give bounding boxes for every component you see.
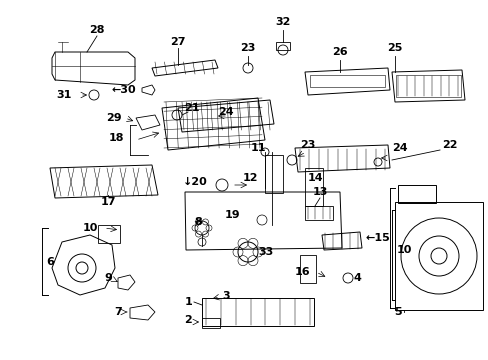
Text: 28: 28 [89, 25, 104, 35]
Text: 24: 24 [218, 107, 233, 117]
Text: ↓20: ↓20 [183, 177, 207, 187]
Bar [202, 298, 313, 326]
Text: 25: 25 [386, 43, 402, 53]
Text: 7: 7 [114, 307, 122, 317]
Text: 11: 11 [250, 143, 265, 153]
Text: 3: 3 [222, 291, 229, 301]
Text: 19: 19 [224, 210, 239, 220]
Text: 32: 32 [275, 17, 290, 27]
Text: 14: 14 [307, 173, 323, 183]
Text: 16: 16 [294, 267, 309, 277]
Text: 10: 10 [395, 245, 411, 255]
Text: 18: 18 [108, 133, 123, 143]
Text: 29: 29 [106, 113, 122, 123]
Bar [98, 225, 120, 243]
Text: 21: 21 [183, 103, 199, 113]
Text: 23: 23 [240, 43, 255, 53]
Text: 31: 31 [56, 90, 72, 100]
Text: 33: 33 [258, 247, 273, 257]
Text: 2: 2 [184, 315, 192, 325]
Bar [305, 168, 323, 206]
Text: 23: 23 [300, 140, 315, 150]
Text: 4: 4 [353, 273, 361, 283]
Text: 13: 13 [312, 187, 327, 197]
Bar [275, 42, 289, 50]
Text: 22: 22 [441, 140, 457, 150]
Text: 9: 9 [104, 273, 112, 283]
Bar [395, 75, 460, 97]
Text: 6: 6 [46, 257, 54, 267]
Text: 17: 17 [100, 197, 116, 207]
Text: 1: 1 [184, 297, 192, 307]
Text: 5: 5 [393, 307, 401, 317]
Bar [305, 206, 332, 220]
Bar [397, 185, 435, 203]
Text: ←30: ←30 [111, 85, 136, 95]
Text: 10: 10 [82, 223, 98, 233]
Text: ←15: ←15 [365, 233, 390, 243]
Bar [299, 255, 315, 283]
Bar [394, 202, 482, 310]
Text: 27: 27 [170, 37, 185, 47]
Text: 26: 26 [331, 47, 347, 57]
Bar [264, 155, 283, 193]
Bar [309, 75, 384, 87]
Text: 24: 24 [391, 143, 407, 153]
Bar [202, 318, 220, 328]
Text: 8: 8 [194, 217, 202, 227]
Text: 12: 12 [242, 173, 258, 183]
